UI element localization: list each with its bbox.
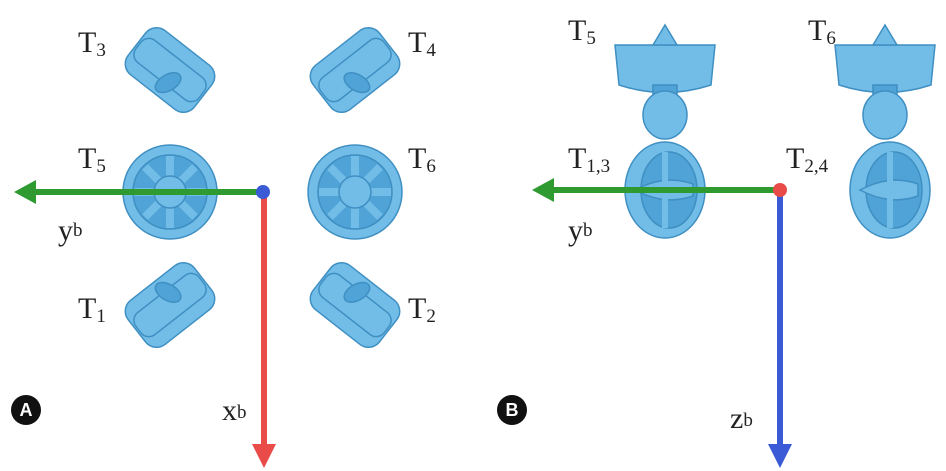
- thruster: [835, 25, 935, 139]
- letter: T: [78, 26, 96, 59]
- thruster: [120, 257, 221, 353]
- index: 6: [826, 28, 836, 49]
- letter: T: [808, 14, 826, 47]
- index: 2: [426, 306, 436, 327]
- index: 5: [586, 28, 596, 49]
- index: 2,4: [804, 156, 828, 177]
- letter: T: [568, 142, 586, 175]
- letter: T: [408, 142, 426, 175]
- arrowhead: [14, 180, 36, 204]
- letter: y: [568, 214, 583, 247]
- letter: T: [408, 292, 426, 325]
- thruster-label: T1,3: [568, 142, 610, 177]
- thruster-label: T2: [408, 292, 436, 327]
- thruster-label: T1: [78, 292, 106, 327]
- badge-label: B: [506, 400, 519, 420]
- panel-a: T3 T4 T5 T6 T1 T2 yb xb A: [11, 22, 436, 468]
- arrowhead: [252, 444, 276, 468]
- badge-label: A: [20, 400, 33, 420]
- axis-label: yb: [58, 214, 83, 247]
- axis-label: zb: [730, 402, 753, 435]
- thruster-label: T6: [408, 142, 436, 177]
- sub: b: [583, 220, 593, 241]
- thruster: [120, 22, 221, 118]
- index: 1,3: [586, 156, 610, 177]
- origin: [773, 183, 787, 197]
- index: 5: [96, 156, 106, 177]
- figure: T3 T4 T5 T6 T1 T2 yb xb A T5 T6 T1,3 T2,…: [0, 0, 946, 471]
- thruster-label: T2,4: [786, 142, 829, 177]
- thruster-label: T5: [568, 14, 596, 49]
- letter: y: [58, 214, 73, 247]
- sub: b: [237, 402, 247, 423]
- origin: [256, 185, 270, 199]
- thruster: [850, 142, 930, 238]
- letter: T: [78, 142, 96, 175]
- letter: x: [222, 394, 237, 427]
- thruster: [308, 145, 402, 239]
- letter: T: [786, 142, 804, 175]
- arrowhead: [768, 444, 792, 468]
- axis-label: xb: [222, 394, 247, 427]
- thruster: [305, 257, 406, 353]
- thruster: [615, 25, 715, 139]
- sub: b: [73, 220, 83, 241]
- index: 3: [96, 40, 106, 61]
- sub: b: [743, 410, 753, 431]
- letter: z: [730, 402, 743, 435]
- arrowhead: [532, 178, 554, 202]
- thruster: [305, 22, 406, 118]
- index: 6: [426, 156, 436, 177]
- axis-label: yb: [568, 214, 593, 247]
- index: 4: [426, 40, 436, 61]
- thruster-label: T4: [408, 26, 436, 61]
- letter: T: [78, 292, 96, 325]
- index: 1: [96, 306, 106, 327]
- letter: T: [568, 14, 586, 47]
- letter: T: [408, 26, 426, 59]
- thruster-label: T6: [808, 14, 836, 49]
- thruster-label: T3: [78, 26, 106, 61]
- thruster-label: T5: [78, 142, 106, 177]
- panel-b: T5 T6 T1,3 T2,4 yb zb B: [497, 14, 935, 468]
